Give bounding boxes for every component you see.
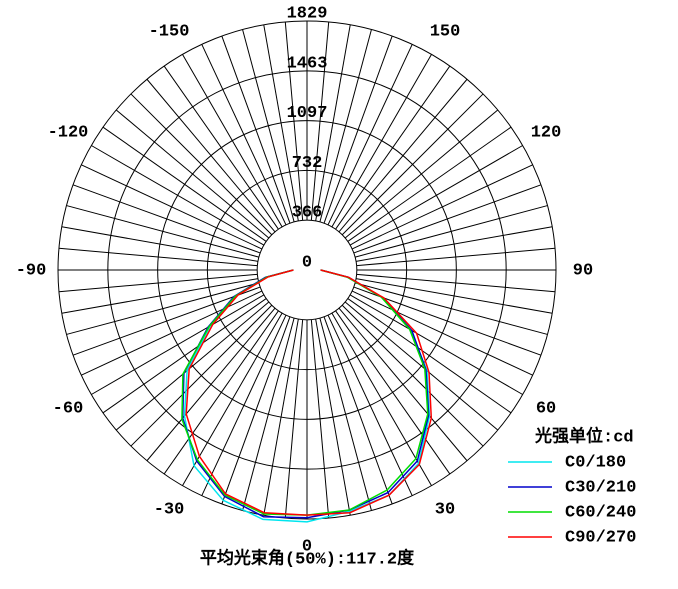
angle-tick-label: 90 (573, 261, 593, 280)
r-tick-label: 0 (302, 253, 312, 272)
angle-tick-label: 30 (435, 501, 455, 520)
r-tick-label: 1463 (287, 54, 328, 73)
angle-tick-label: -90 (16, 261, 47, 280)
angle-tick-label: 0 (302, 537, 312, 556)
r-tick-label: 1097 (287, 104, 328, 123)
r-tick-label: 732 (292, 154, 323, 173)
legend-label: C30/210 (565, 478, 636, 497)
angle-tick-label: 60 (536, 399, 556, 418)
ring (57, 20, 557, 520)
angle-tick-label: -60 (53, 399, 84, 418)
unit-label: 光强单位:cd (534, 425, 634, 447)
footer: 平均光束角(50%):117.2度 (200, 547, 415, 569)
angle-tick-label: -120 (48, 123, 89, 142)
angle-tick-label: 120 (531, 123, 562, 142)
ring (256, 219, 358, 321)
legend-label: C60/240 (565, 503, 636, 522)
angle-tick-label: 150 (430, 22, 461, 41)
series-line (185, 269, 433, 516)
ring (107, 70, 507, 470)
legend-label: C0/180 (565, 453, 626, 472)
angle-tick-label: -30 (154, 501, 185, 520)
angle-tick-label: -150 (149, 22, 190, 41)
r-tick-label: 366 (292, 204, 323, 223)
r-tick-label: 1829 (287, 4, 328, 23)
ring (206, 169, 408, 371)
ring (157, 120, 457, 420)
legend-label: C90/270 (565, 528, 636, 547)
